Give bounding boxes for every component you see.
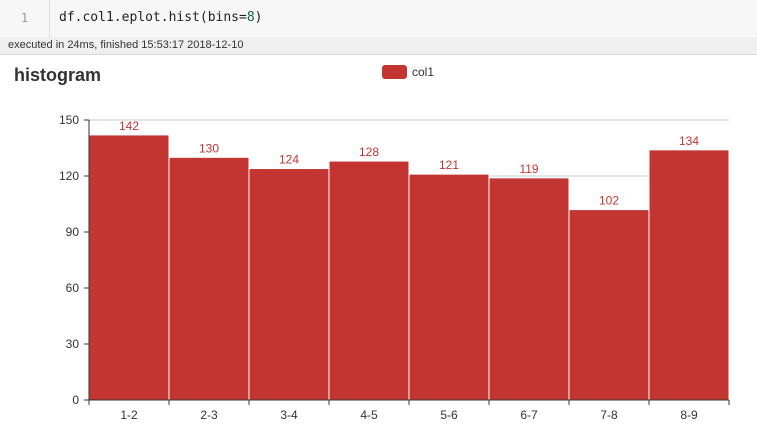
y-tick-label: 30 [66, 337, 80, 351]
x-tick-label: 6-7 [520, 408, 538, 422]
bar-value-label: 134 [679, 134, 699, 148]
y-tick-label: 120 [59, 169, 79, 183]
line-number: 1 [20, 11, 29, 25]
legend-swatch[interactable] [382, 65, 407, 79]
bar[interactable] [328, 160, 410, 401]
line-number-gutter: 1 [0, 0, 50, 37]
y-tick-label: 0 [72, 393, 79, 407]
y-tick-label: 150 [59, 113, 79, 127]
code-suffix: ) [254, 10, 263, 25]
bar[interactable] [168, 156, 250, 401]
chart-svg: histogram col1 0 30 60 90 120 150 142 130 124 128 12… [14, 65, 730, 422]
x-tick-label: 3-4 [280, 408, 298, 422]
code-cell[interactable]: 1 df.col1.eplot.hist(bins=8) [0, 0, 757, 38]
bar-value-label: 130 [199, 141, 219, 155]
execution-info-text: executed in 24ms, finished 15:53:17 2018… [8, 39, 244, 51]
bar-value-label: 124 [279, 153, 299, 167]
x-tick-label: 1-2 [120, 408, 138, 422]
bar[interactable] [88, 134, 170, 401]
code-prefix: df.col1.eplot.hist(bins= [59, 10, 247, 25]
y-tick-label: 60 [66, 281, 80, 295]
bar-value-label: 128 [359, 145, 379, 159]
x-tick-label: 2-3 [200, 408, 218, 422]
bar-value-label: 142 [119, 119, 139, 133]
code-line[interactable]: df.col1.eplot.hist(bins=8) [59, 10, 263, 25]
bar[interactable] [248, 168, 330, 401]
bar-value-label: 119 [519, 162, 538, 176]
bar[interactable] [648, 149, 730, 401]
x-tick-label: 7-8 [600, 408, 618, 422]
bar[interactable] [488, 177, 570, 401]
bar-value-label: 121 [439, 158, 459, 172]
histogram-chart: histogram col1 0 30 60 90 120 150 142 130 124 128 12… [0, 54, 757, 442]
legend-label[interactable]: col1 [412, 65, 434, 79]
x-tick-label: 8-9 [680, 408, 698, 422]
chart-title: histogram [14, 65, 101, 85]
code-number: 8 [246, 10, 255, 25]
execution-info-bar: executed in 24ms, finished 15:53:17 2018… [0, 37, 757, 55]
bar-value-label: 102 [599, 194, 619, 208]
x-tick-label: 4-5 [360, 408, 378, 422]
bar[interactable] [408, 173, 490, 401]
y-tick-label: 90 [66, 225, 80, 239]
bar[interactable] [568, 209, 650, 401]
x-tick-label: 5-6 [440, 408, 458, 422]
